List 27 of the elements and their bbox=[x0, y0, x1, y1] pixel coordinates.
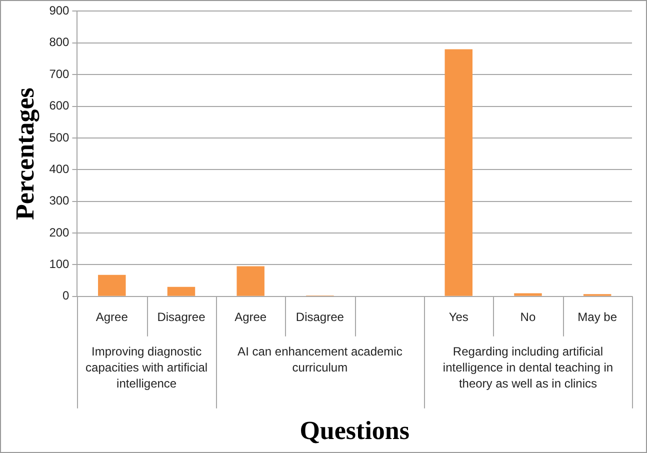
text: AI can enhancement academic curriculum bbox=[238, 344, 402, 375]
y-tick-label: 0 bbox=[62, 288, 70, 303]
x-tick-label: Agree bbox=[96, 310, 128, 324]
bar bbox=[514, 293, 542, 296]
y-tick-label: 700 bbox=[49, 66, 70, 81]
y-tick-label: 900 bbox=[49, 4, 70, 18]
y-axis-title: Percentages bbox=[10, 88, 40, 220]
bar bbox=[98, 274, 126, 296]
bar bbox=[444, 49, 472, 296]
y-tick-label: 800 bbox=[49, 35, 70, 50]
y-tick-label: 200 bbox=[49, 225, 70, 240]
x-tick-label: Disagree bbox=[296, 310, 344, 324]
x-tick-label: No bbox=[520, 310, 536, 324]
y-tick-label: 100 bbox=[49, 257, 70, 272]
x-axis-title: Questions bbox=[300, 416, 410, 446]
bar bbox=[167, 286, 196, 296]
y-tick-label: 400 bbox=[49, 162, 70, 176]
y-tick-label: 500 bbox=[49, 130, 70, 144]
y-tick-label: 300 bbox=[49, 194, 70, 208]
text: Regarding including artificial intelligence in dental teaching in theory as well as in clinics bbox=[442, 344, 614, 391]
y-tick-label: 600 bbox=[49, 98, 70, 113]
x-tick-label: May be bbox=[578, 310, 618, 324]
text: Improving diagnostic capacities with artificial intelligence bbox=[86, 344, 208, 391]
x-tick-label: Disagree bbox=[157, 310, 206, 324]
x-tick-label: Agree bbox=[234, 310, 267, 324]
x-tick-label: Yes bbox=[448, 310, 468, 324]
bar bbox=[236, 266, 264, 296]
